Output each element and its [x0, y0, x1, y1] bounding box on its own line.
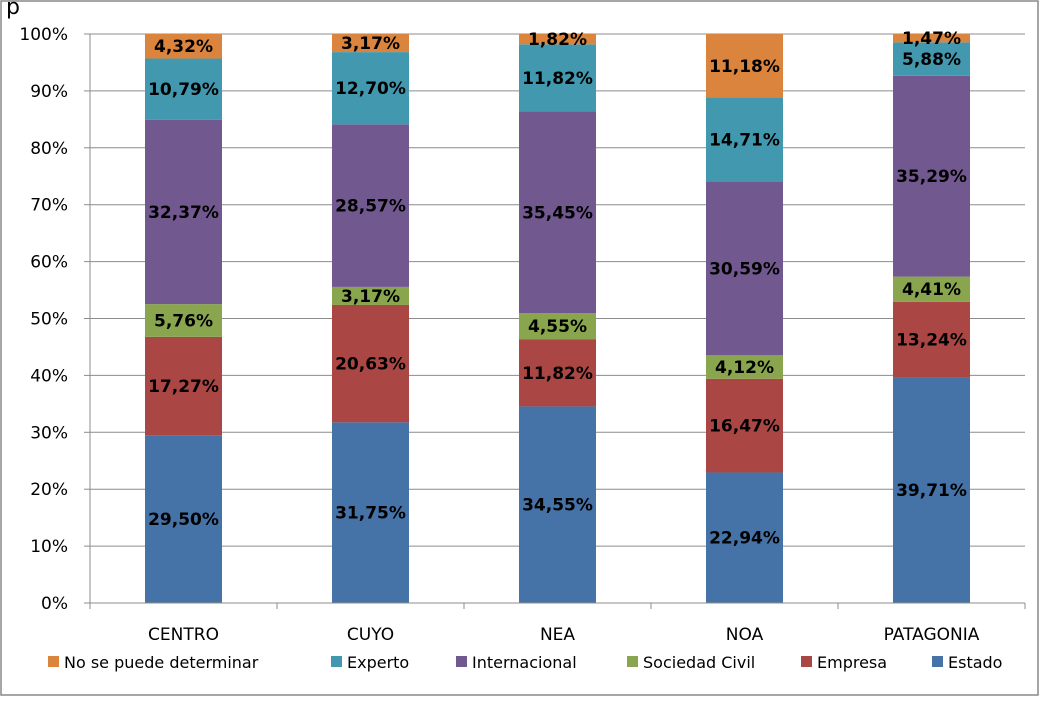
bar-segment — [145, 58, 222, 120]
data-label: 4,41% — [902, 280, 961, 300]
bar-segment — [706, 33, 783, 98]
y-axis: 0% 10% 20% 30% 40% 50% 60% 70% 80% 90% 100% — [19, 25, 91, 614]
bar-segment — [332, 422, 409, 603]
data-label: 31,75% — [335, 504, 406, 524]
bar-segment — [332, 124, 409, 287]
data-label: 4,32% — [154, 37, 213, 57]
bar-segment — [519, 44, 596, 112]
data-label: 22,94% — [709, 529, 780, 549]
y-tick-label: 10% — [30, 537, 68, 557]
data-label: 4,12% — [715, 358, 774, 378]
bar-segment — [706, 97, 783, 182]
y-tick-label: 60% — [30, 253, 68, 273]
bar-segment — [332, 52, 409, 125]
legend-swatch — [801, 656, 812, 667]
legend-swatch — [331, 656, 342, 667]
bar-segment — [145, 336, 222, 436]
data-label: 28,57% — [335, 197, 406, 217]
bar-segment — [706, 472, 783, 603]
x-tick-label: CENTRO — [148, 625, 219, 645]
data-label: 11,82% — [522, 69, 593, 89]
legend-swatch — [932, 656, 943, 667]
bar-segment — [706, 355, 783, 379]
y-tick-label: 50% — [30, 310, 68, 330]
data-label: 35,29% — [896, 167, 967, 187]
bar-segment — [893, 276, 970, 302]
y-tick-label: 40% — [30, 366, 68, 386]
data-label: 3,17% — [341, 287, 400, 307]
bar-segment — [893, 34, 970, 43]
bar-segment — [519, 339, 596, 407]
legend-label: Internacional — [472, 653, 577, 672]
x-tick-label: NOA — [726, 625, 764, 645]
bar-segment — [145, 435, 222, 603]
legend-swatch — [627, 656, 638, 667]
bar-segment — [145, 119, 222, 305]
title-fragment: p — [6, 0, 20, 20]
x-tick-label: CUYO — [347, 625, 394, 645]
y-tick-label: 30% — [30, 423, 68, 443]
legend-swatch — [456, 656, 467, 667]
x-tick-label: NEA — [540, 625, 575, 645]
bar-segment — [893, 301, 970, 378]
bars: 29,50% 17,27% 5,76% 32,37% 10,79% 4,32% 31,75%… — [145, 29, 970, 603]
bar-segment — [519, 313, 596, 340]
data-label: 5,88% — [902, 50, 961, 70]
bar-segment — [893, 377, 970, 603]
data-label: 10,79% — [148, 80, 219, 100]
data-label: 5,76% — [154, 311, 213, 331]
y-tick-label: 80% — [30, 139, 68, 159]
y-tick-label: 0% — [41, 594, 68, 614]
legend-label: Sociedad Civil — [643, 653, 755, 672]
y-tick-label: 70% — [30, 196, 68, 216]
x-axis: CENTRO CUYO NEA NOA PATAGONIA — [89, 602, 1026, 645]
data-label: 39,71% — [896, 481, 967, 501]
data-label: 11,18% — [709, 57, 780, 77]
data-label: 11,82% — [522, 364, 593, 384]
bar-segment — [893, 42, 970, 76]
bar-segment — [332, 286, 409, 305]
legend: No se puede determinar Experto Internacion… — [48, 653, 1002, 672]
data-label: 16,47% — [709, 417, 780, 437]
bar-segment — [519, 111, 596, 314]
y-tick-label: 20% — [30, 480, 68, 500]
data-label: 3,17% — [341, 34, 400, 54]
legend-label: Estado — [948, 653, 1002, 672]
legend-label: Empresa — [817, 653, 887, 672]
data-label: 17,27% — [148, 377, 219, 397]
legend-label: Experto — [347, 653, 409, 672]
data-label: 35,45% — [522, 203, 593, 223]
bar-segment — [519, 33, 596, 45]
data-label: 12,70% — [335, 79, 406, 99]
data-label: 13,24% — [896, 330, 967, 350]
y-tick-label: 90% — [30, 82, 68, 102]
data-label: 30,59% — [709, 259, 780, 279]
bar-segment — [893, 75, 970, 277]
bar-segment — [519, 406, 596, 603]
data-label: 20,63% — [335, 355, 406, 375]
data-label: 1,47% — [902, 29, 961, 49]
data-label: 32,37% — [148, 203, 219, 223]
bar-segment — [145, 33, 222, 59]
y-tick-label: 100% — [19, 25, 68, 45]
data-label: 1,82% — [528, 30, 587, 50]
legend-label: No se puede determinar — [64, 653, 259, 672]
data-label: 34,55% — [522, 496, 593, 516]
data-label: 29,50% — [148, 510, 219, 530]
bar-segment — [332, 34, 409, 53]
bar-segment — [145, 304, 222, 337]
bar-segment — [332, 304, 409, 423]
data-label: 4,55% — [528, 317, 587, 337]
bar-segment — [706, 181, 783, 356]
data-label: 14,71% — [709, 130, 780, 150]
bar-segment — [706, 378, 783, 473]
x-tick-label: PATAGONIA — [884, 625, 980, 645]
legend-swatch — [48, 656, 59, 667]
